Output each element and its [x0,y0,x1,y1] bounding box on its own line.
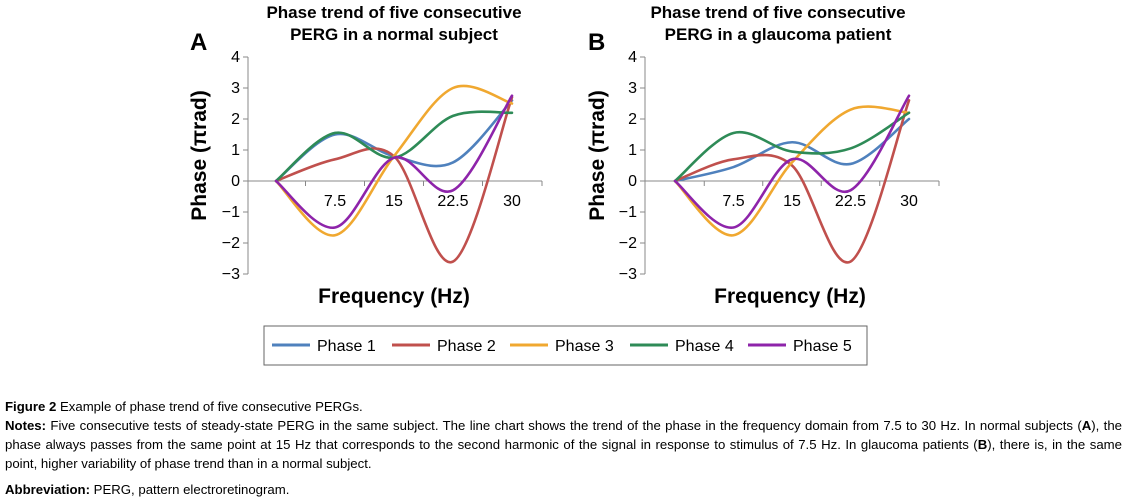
x-axis-label: Frequency (Hz) [318,285,470,308]
panel-letter: A [190,29,207,56]
y-tick-label: −2 [222,235,240,252]
chart-panel-b: Phase trend of five consecutive PERG in a… [586,3,940,308]
figure-caption-title: Figure 2 Example of phase trend of five … [5,397,1122,416]
y-tick-label: −1 [619,204,637,221]
figure-label: Figure 2 [5,399,57,414]
figure-charts: Phase trend of five consecutive PERG in a… [188,3,940,366]
abbreviation-text: PERG, pattern electroretinogram. [93,482,290,497]
figure-caption-text: Example of phase trend of five consecuti… [59,399,363,414]
y-tick-label: 3 [628,80,637,97]
notes-text-2: ), the phase always passes from the same… [5,418,1122,452]
series-line-5 [673,94,911,229]
y-tick-label: −1 [222,204,240,221]
abbreviation-label: Abbreviation: [5,482,90,497]
series-line-1 [673,117,911,183]
series-line-4 [673,111,911,183]
y-tick-label: 2 [628,111,637,128]
x-tick-label: 15 [385,193,403,210]
legend-label-2: Phase 2 [437,338,496,355]
y-tick-label: 3 [231,80,240,97]
x-tick-label: 7.5 [324,193,346,210]
chart-panel-a: Phase trend of five consecutive PERG in a… [188,3,543,308]
series-line-2 [673,99,911,264]
x-tick-label: 7.5 [722,193,744,210]
y-axis-label: Phase (πrad) [586,90,609,220]
y-tick-label: 0 [231,173,240,190]
y-tick-label: 2 [231,111,240,128]
notes-panel-a: A [1081,418,1092,433]
series-line-4 [274,110,514,183]
y-tick-label: 0 [628,173,637,190]
legend-label-4: Phase 4 [675,338,734,355]
panel-letter: B [588,29,605,56]
chart-title-line-2: PERG in a normal subject [290,25,498,44]
series-line-3 [274,84,514,237]
y-tick-label: 1 [628,142,637,159]
x-tick-label: 22.5 [437,193,468,210]
x-tick-label: 30 [900,193,918,210]
y-axis-label: Phase (πrad) [188,90,211,220]
notes-text-3: ), there is, in the same point, higher v… [5,437,1122,471]
legend-label-5: Phase 5 [793,338,852,355]
x-tick-label: 22.5 [835,193,866,210]
chart-title-line-1: Phase trend of five consecutive [650,3,905,22]
figure-notes: Notes: Five consecutive tests of steady-… [5,416,1122,473]
legend: Phase 1 Phase 2 Phase 3 Phase 4 Phase 5 [263,325,868,366]
notes-panel-b: B [977,437,988,452]
chart-title-line-1: Phase trend of five consecutive [266,3,521,22]
series-line-3 [673,105,911,237]
x-tick-label: 15 [783,193,801,210]
y-tick-label: 1 [231,142,240,159]
legend-label-1: Phase 1 [317,338,376,355]
y-tick-label: −2 [619,235,637,252]
series-line-2 [274,96,514,264]
y-tick-label: 4 [628,49,637,66]
notes-label: Notes: [5,418,47,433]
y-tick-label: −3 [222,266,240,283]
figure-abbreviation: Abbreviation: PERG, pattern electroretin… [5,480,1122,499]
chart-title-line-2: PERG in a glaucoma patient [665,25,892,44]
series-line-5 [274,94,514,229]
notes-text-1: Five consecutive tests of steady-state P… [50,418,1082,433]
y-tick-label: −3 [619,266,637,283]
legend-label-3: Phase 3 [555,338,614,355]
x-axis-label: Frequency (Hz) [714,285,866,308]
x-tick-label: 30 [503,193,521,210]
y-tick-label: 4 [231,49,240,66]
